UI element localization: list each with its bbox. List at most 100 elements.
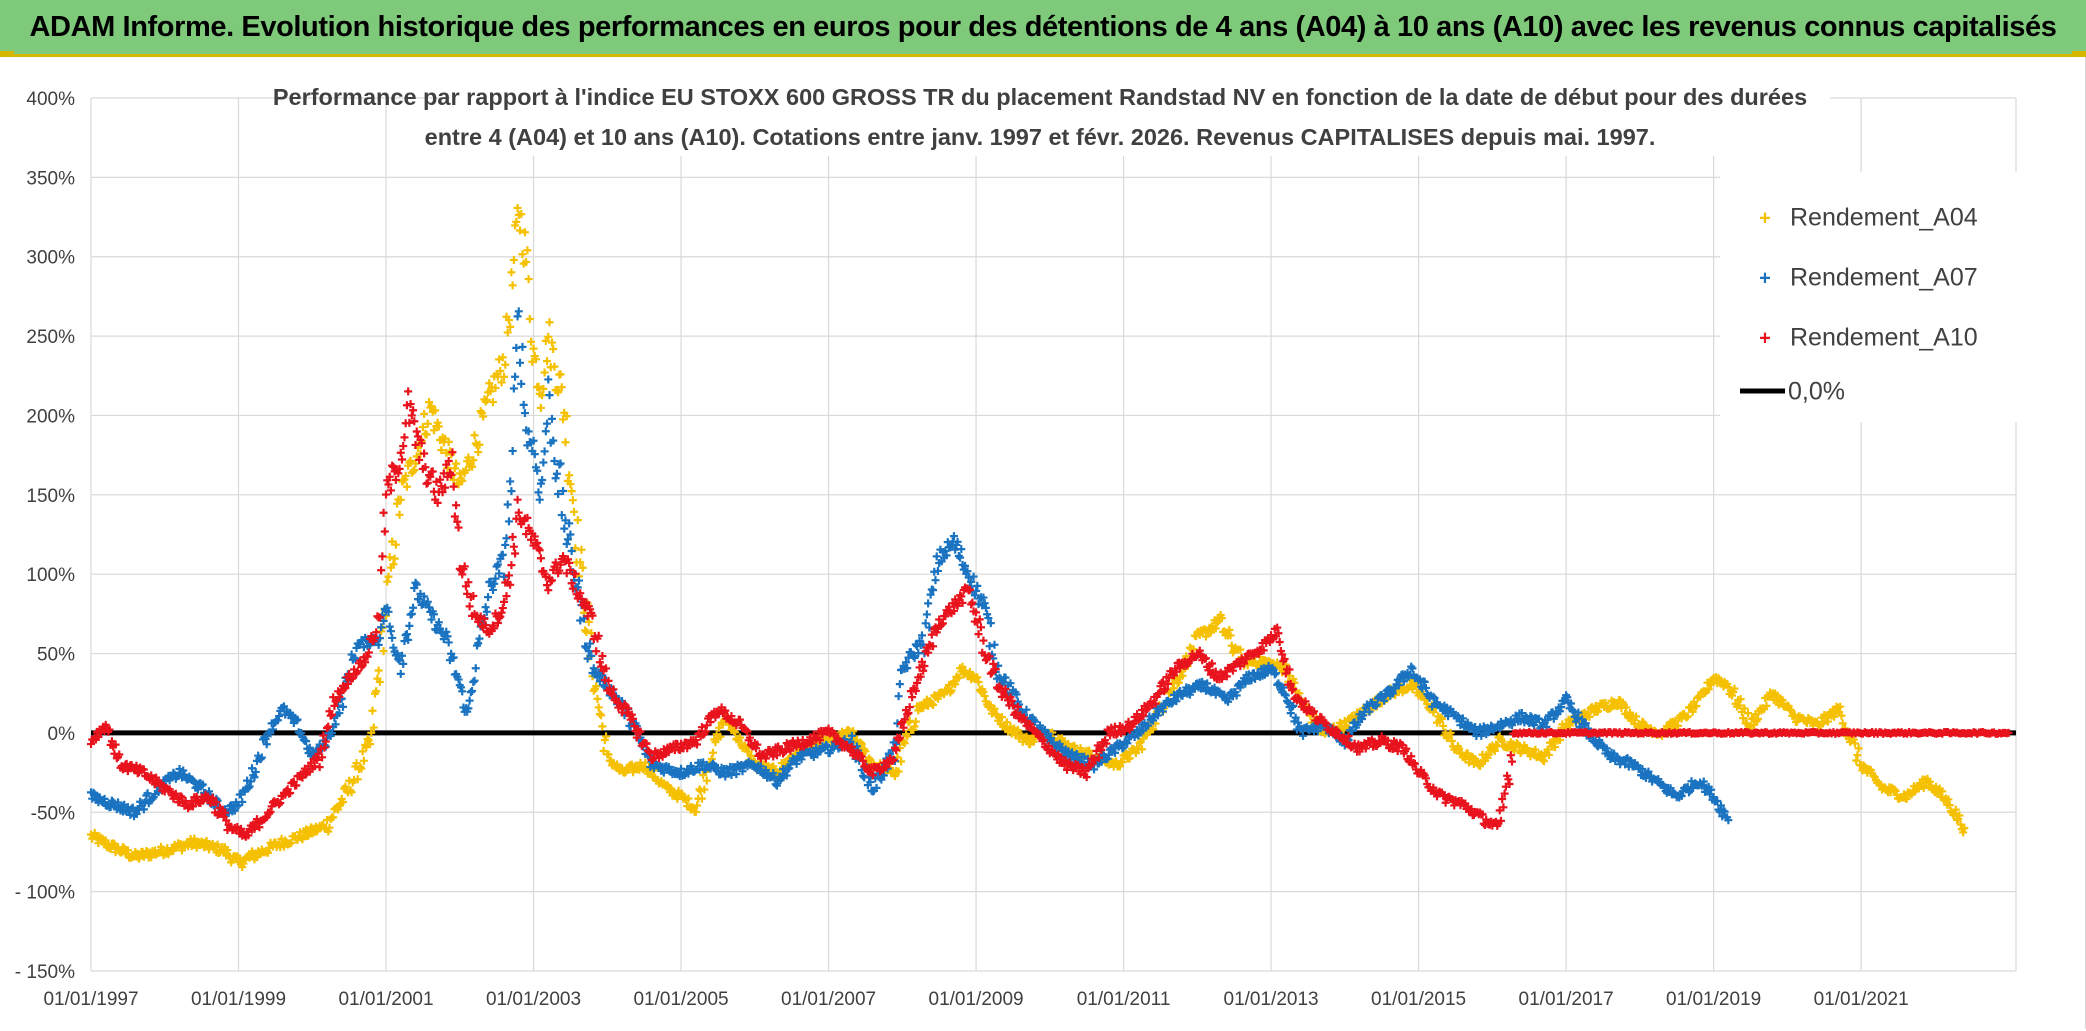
- point-rendement_a04: [409, 467, 418, 476]
- point-rendement_a07: [250, 773, 259, 782]
- point-rendement_a07: [761, 766, 770, 775]
- point-rendement_a07: [599, 681, 608, 690]
- point-rendement_a04: [1437, 714, 1446, 723]
- point-rendement_a04: [1960, 824, 1969, 833]
- point-rendement_a04: [1013, 726, 1022, 735]
- point-rendement_a07: [518, 342, 527, 351]
- point-rendement_a07: [1123, 739, 1132, 748]
- point-rendement_a04: [547, 338, 556, 347]
- point-rendement_a07: [190, 777, 199, 786]
- point-rendement_a04: [1122, 749, 1131, 758]
- point-rendement_a04: [954, 673, 963, 682]
- point-rendement_a04: [1869, 771, 1878, 780]
- point-rendement_a10: [220, 808, 229, 817]
- point-rendement_a07: [420, 592, 429, 601]
- point-rendement_a04: [980, 692, 989, 701]
- point-rendement_a07: [503, 500, 512, 509]
- point-rendement_a07: [598, 671, 607, 680]
- point-rendement_a07: [257, 753, 266, 762]
- point-rendement_a07: [1365, 707, 1374, 716]
- point-rendement_a07: [984, 614, 993, 623]
- point-rendement_a04: [565, 471, 574, 480]
- point-rendement_a04: [894, 767, 903, 776]
- point-rendement_a07: [573, 583, 582, 592]
- point-rendement_a04: [865, 754, 874, 763]
- chart-title-line1: Performance par rapport à l'indice EU ST…: [273, 84, 1807, 110]
- point-rendement_a07: [506, 477, 515, 486]
- point-rendement_a07: [327, 729, 336, 738]
- point-rendement_a07: [922, 610, 931, 619]
- point-rendement_a04: [213, 840, 222, 849]
- point-rendement_a07: [143, 789, 152, 798]
- x-tick-label: 01/01/2019: [1666, 989, 1761, 1010]
- point-rendement_a10: [404, 387, 413, 396]
- point-rendement_a04: [358, 747, 367, 756]
- point-rendement_a07: [1388, 689, 1397, 698]
- point-rendement_a04: [866, 755, 875, 764]
- point-rendement_a04: [1439, 721, 1448, 730]
- point-rendement_a07: [165, 776, 174, 785]
- point-rendement_a07: [1430, 694, 1439, 703]
- point-rendement_a04: [1217, 614, 1226, 623]
- point-rendement_a04: [1522, 744, 1531, 753]
- point-rendement_a07: [434, 618, 443, 627]
- point-rendement_a07: [589, 664, 598, 673]
- point-rendement_a07: [1289, 701, 1298, 710]
- point-rendement_a10: [123, 767, 132, 776]
- point-rendement_a04: [716, 732, 725, 741]
- point-rendement_a04: [1955, 811, 1964, 820]
- point-rendement_a07: [554, 490, 563, 499]
- point-rendement_a10: [454, 523, 463, 532]
- point-rendement_a07: [967, 577, 976, 586]
- point-rendement_a07: [442, 627, 451, 636]
- point-rendement_a07: [559, 487, 568, 496]
- point-rendement_a07: [1644, 767, 1653, 776]
- point-rendement_a04: [1959, 828, 1968, 837]
- point-rendement_a07: [396, 669, 405, 678]
- point-rendement_a04: [584, 617, 593, 626]
- point-rendement_a04: [1739, 714, 1748, 723]
- point-rendement_a04: [1064, 739, 1073, 748]
- point-rendement_a04: [374, 666, 383, 675]
- point-rendement_a04: [538, 391, 547, 400]
- point-rendement_a04: [557, 383, 566, 392]
- point-rendement_a07: [1573, 713, 1582, 722]
- point-rendement_a07: [565, 519, 574, 528]
- point-rendement_a04: [525, 315, 534, 324]
- point-rendement_a07: [1429, 692, 1438, 701]
- point-rendement_a07: [956, 553, 965, 562]
- point-rendement_a07: [139, 805, 148, 814]
- y-tick-label: - 150%: [15, 962, 75, 983]
- point-rendement_a04: [1689, 697, 1698, 706]
- point-rendement_a07: [903, 664, 912, 673]
- point-rendement_a04: [444, 437, 453, 446]
- point-rendement_a04: [997, 713, 1006, 722]
- point-rendement_a07: [1542, 722, 1551, 731]
- point-rendement_a04: [929, 701, 938, 710]
- point-rendement_a04: [418, 423, 427, 432]
- x-tick-label: 01/01/1999: [191, 989, 286, 1010]
- point-rendement_a07: [1299, 731, 1308, 740]
- point-rendement_a07: [468, 687, 477, 696]
- point-rendement_a07: [351, 654, 360, 663]
- point-rendement_a07: [957, 545, 966, 554]
- point-rendement_a04: [385, 553, 394, 562]
- point-rendement_a07: [932, 552, 941, 561]
- point-rendement_a07: [470, 676, 479, 685]
- point-rendement_a04: [1944, 795, 1953, 804]
- point-rendement_a04: [1852, 756, 1861, 765]
- legend-label-a07: Rendement_A07: [1790, 264, 1978, 292]
- point-rendement_a04: [531, 355, 540, 364]
- point-rendement_a07: [552, 469, 561, 478]
- point-rendement_a04: [1622, 703, 1631, 712]
- point-rendement_a07: [1380, 696, 1389, 705]
- point-rendement_a07: [293, 715, 302, 724]
- point-rendement_a07: [1371, 701, 1380, 710]
- point-rendement_a07: [466, 688, 475, 697]
- point-rendement_a07: [268, 725, 277, 734]
- point-rendement_a07: [393, 649, 402, 658]
- point-rendement_a10: [189, 802, 198, 811]
- point-rendement_a04: [536, 403, 545, 412]
- point-rendement_a07: [495, 569, 504, 578]
- point-rendement_a07: [1071, 751, 1080, 760]
